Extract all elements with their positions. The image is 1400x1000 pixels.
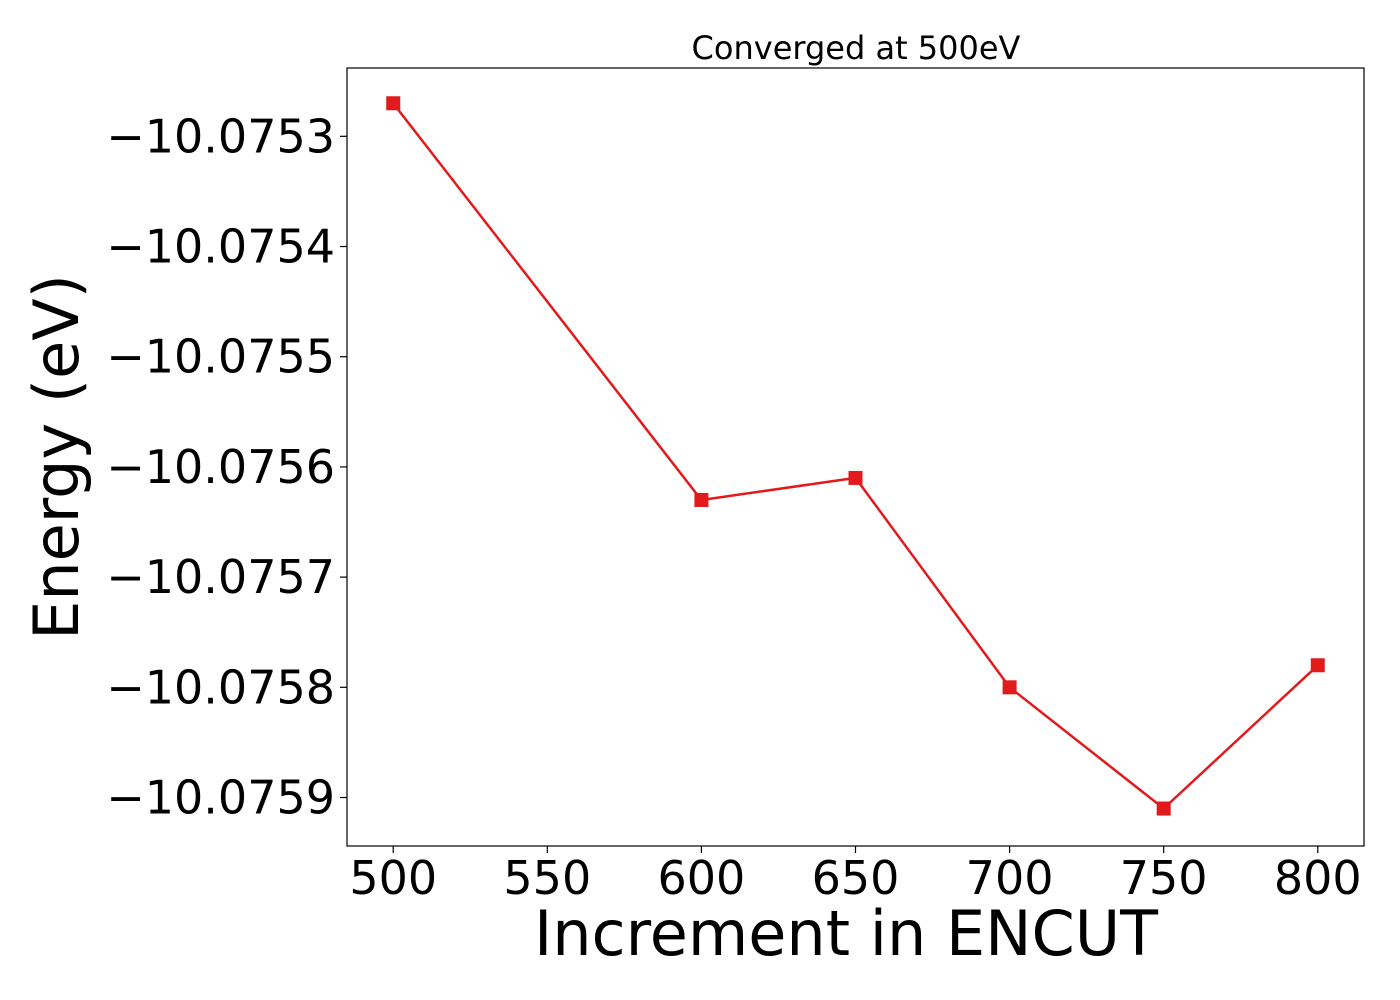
y-axis-label: Energy (eV) — [20, 274, 93, 640]
y-tick-label: −10.0759 — [106, 771, 335, 825]
y-tick-label: −10.0754 — [106, 220, 335, 274]
data-point — [848, 470, 863, 485]
data-point — [1310, 658, 1325, 673]
y-tick-label: −10.0756 — [106, 440, 335, 494]
x-tick-label: 650 — [812, 851, 900, 905]
x-tick-label: 500 — [349, 851, 437, 905]
data-point — [1156, 801, 1171, 816]
x-tick-label: 550 — [503, 851, 591, 905]
x-tick-label: 600 — [658, 851, 746, 905]
x-tick-label: 750 — [1120, 851, 1208, 905]
y-tick-label: −10.0758 — [106, 660, 335, 714]
x-tick-label: 700 — [966, 851, 1054, 905]
chart-title: Converged at 500eV — [692, 29, 1021, 67]
x-axis: 500 550 600 650 700 750 800 — [349, 846, 1362, 905]
y-tick-label: −10.0757 — [106, 550, 335, 604]
series-line — [392, 102, 1319, 811]
axes-frame — [346, 67, 1365, 847]
x-tick-label: 800 — [1274, 851, 1362, 905]
y-tick-label: −10.0755 — [106, 330, 335, 384]
data-point — [386, 96, 401, 111]
data-point — [1002, 680, 1017, 695]
plot-area — [386, 96, 1325, 816]
x-axis-label: Increment in ENCUT — [534, 897, 1159, 970]
data-point — [694, 492, 709, 507]
y-tick-label: −10.0753 — [106, 109, 335, 163]
y-axis: −10.0753 −10.0754 −10.0755 −10.0756 −10.0757… — [106, 109, 347, 825]
